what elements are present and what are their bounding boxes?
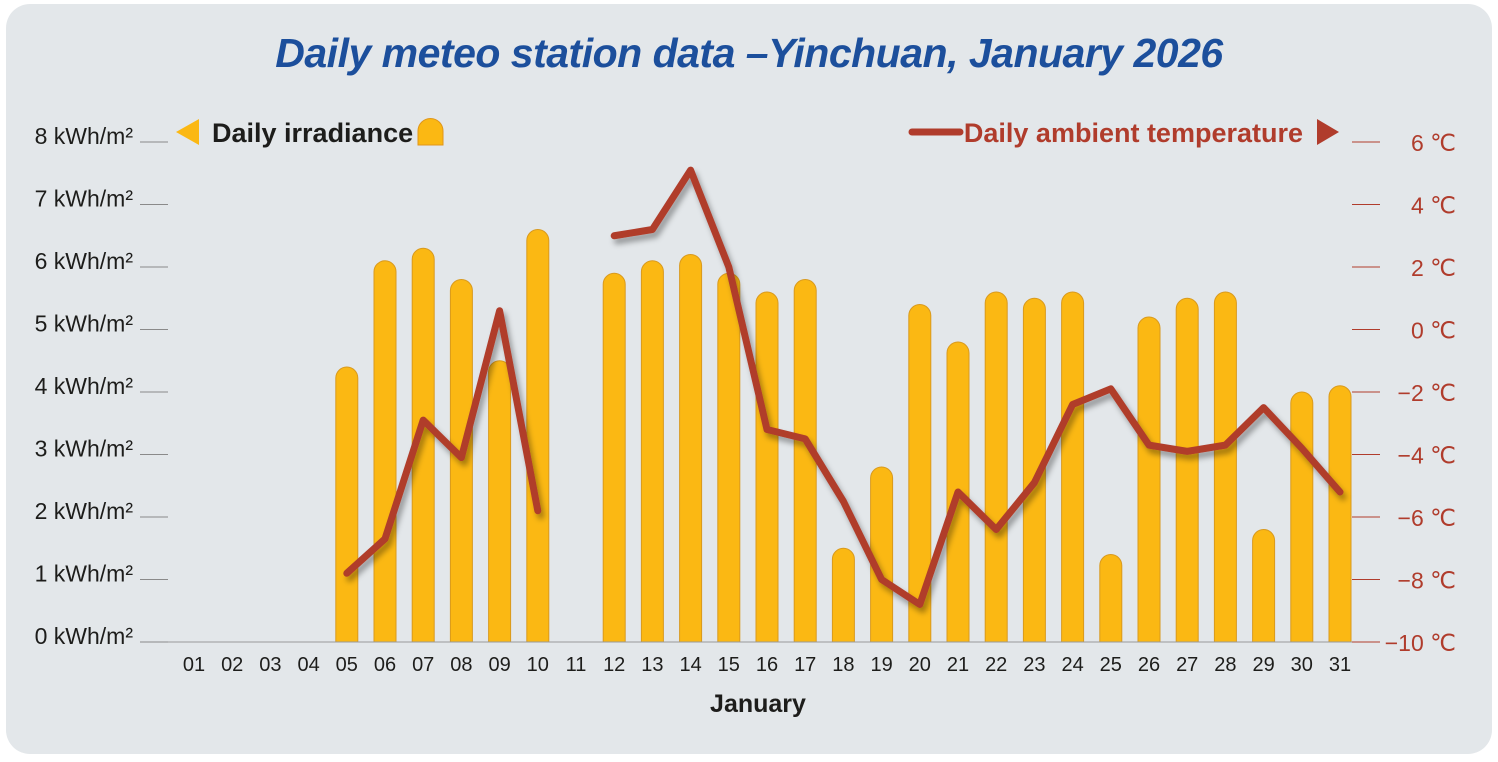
x-tick-label: 09 xyxy=(488,654,510,676)
x-tick-label: 10 xyxy=(527,654,549,676)
irradiance-bar xyxy=(831,547,855,643)
legend-irradiance: Daily irradiance xyxy=(176,118,444,148)
irradiance-bar xyxy=(793,279,817,643)
irradiance-bar xyxy=(488,360,512,643)
x-tick-label: 29 xyxy=(1252,654,1274,676)
right-tick-label: 6 ℃ xyxy=(1411,130,1456,156)
x-tick-label: 21 xyxy=(947,654,969,676)
x-tick-label: 18 xyxy=(832,654,854,676)
bar-swatch-icon xyxy=(417,118,444,146)
x-tick-label: 17 xyxy=(794,654,816,676)
right-tick-label: −10 ℃ xyxy=(1385,630,1456,656)
x-tick-label: 14 xyxy=(679,654,701,676)
right-axis: −10 ℃ −8 ℃ −6 ℃ −4 ℃ −2 ℃ 0 ℃ 2 ℃ 4 ℃ 6 ℃ xyxy=(1352,130,1456,656)
irradiance-bar xyxy=(1175,297,1199,643)
right-tick-label: 2 ℃ xyxy=(1411,255,1456,281)
x-tick-label: 19 xyxy=(870,654,892,676)
legend-temperature-label: Daily ambient temperature xyxy=(964,118,1303,148)
x-tick-label: 26 xyxy=(1138,654,1160,676)
x-tick-label: 23 xyxy=(1023,654,1045,676)
left-tick-label: 6 kWh/m² xyxy=(35,248,134,274)
x-tick-label: 30 xyxy=(1291,654,1313,676)
left-pointer-icon xyxy=(176,119,199,145)
irradiance-bar xyxy=(373,260,397,643)
left-tick-label: 7 kWh/m² xyxy=(35,186,134,212)
left-tick-label: 0 kWh/m² xyxy=(35,623,134,649)
right-tick-label: −6 ℃ xyxy=(1398,505,1456,531)
irradiance-bar xyxy=(1061,291,1085,643)
irradiance-bar xyxy=(1213,291,1237,643)
left-tick-label: 5 kWh/m² xyxy=(35,311,134,337)
legend-irradiance-label: Daily irradiance xyxy=(212,118,413,148)
irradiance-bar xyxy=(984,291,1008,643)
x-tick-label: 07 xyxy=(412,654,434,676)
x-tick-label: 20 xyxy=(909,654,931,676)
chart-title: Daily meteo station data –Yinchuan, Janu… xyxy=(275,30,1223,76)
irradiance-bar xyxy=(602,272,626,643)
irradiance-bar xyxy=(1252,529,1276,643)
temperature-line-segment xyxy=(610,166,1344,608)
x-axis-label: January xyxy=(710,690,806,718)
right-tick-label: −2 ℃ xyxy=(1398,380,1456,406)
temperature-line-segment xyxy=(343,307,542,577)
irradiance-bars xyxy=(335,229,1352,643)
x-tick-label: 22 xyxy=(985,654,1007,676)
irradiance-bar xyxy=(1290,391,1314,643)
irradiance-bar xyxy=(717,272,741,643)
left-tick-label: 1 kWh/m² xyxy=(35,561,134,587)
x-tick-label: 04 xyxy=(297,654,319,676)
right-tick-label: 0 ℃ xyxy=(1411,318,1456,344)
legend-temperature: Daily ambient temperature xyxy=(908,118,1339,148)
x-tick-label: 16 xyxy=(756,654,778,676)
x-tick-label: 03 xyxy=(259,654,281,676)
irradiance-bar xyxy=(640,260,664,643)
left-axis: 0 kWh/m² 1 kWh/m² 2 kWh/m² 3 kWh/m² 4 kWh/m²… xyxy=(35,123,168,649)
irradiance-bar xyxy=(755,291,779,643)
x-tick-label: 12 xyxy=(603,654,625,676)
irradiance-bar xyxy=(526,229,550,643)
chart-panel xyxy=(6,4,1492,754)
x-tick-label: 05 xyxy=(336,654,358,676)
irradiance-bar xyxy=(1022,297,1046,643)
x-tick-label: 02 xyxy=(221,654,243,676)
temperature-line xyxy=(343,166,1344,608)
x-tick-label: 31 xyxy=(1329,654,1351,676)
x-tick-label: 27 xyxy=(1176,654,1198,676)
x-tick-label: 11 xyxy=(566,654,587,676)
left-tick-label: 2 kWh/m² xyxy=(35,498,134,524)
left-tick-label: 8 kWh/m² xyxy=(35,123,134,149)
irradiance-bar xyxy=(908,304,932,643)
left-tick-label: 3 kWh/m² xyxy=(35,436,134,462)
irradiance-bar xyxy=(1328,385,1352,643)
right-tick-label: −8 ℃ xyxy=(1398,568,1456,594)
x-tick-label: 06 xyxy=(374,654,396,676)
x-tick-label: 28 xyxy=(1214,654,1236,676)
x-tick-label: 01 xyxy=(183,654,205,676)
right-tick-label: −4 ℃ xyxy=(1398,443,1456,469)
irradiance-bar xyxy=(411,247,435,643)
left-tick-label: 4 kWh/m² xyxy=(35,373,134,399)
right-tick-label: 4 ℃ xyxy=(1411,193,1456,219)
irradiance-bar xyxy=(870,466,894,643)
irradiance-bar xyxy=(679,254,703,643)
x-tick-label: 13 xyxy=(641,654,663,676)
irradiance-bar xyxy=(1137,316,1161,643)
x-tick-label: 24 xyxy=(1061,654,1083,676)
x-tick-label: 15 xyxy=(718,654,740,676)
x-tick-label: 08 xyxy=(450,654,472,676)
x-axis: 01 02 03 04 05 06 07 08 09 10 11 12 13 14 15 16 17 18 19 20… xyxy=(168,641,1352,676)
right-pointer-icon xyxy=(1317,119,1339,145)
x-tick-label: 25 xyxy=(1100,654,1122,676)
irradiance-bar xyxy=(335,366,359,643)
irradiance-bar xyxy=(1099,554,1123,643)
